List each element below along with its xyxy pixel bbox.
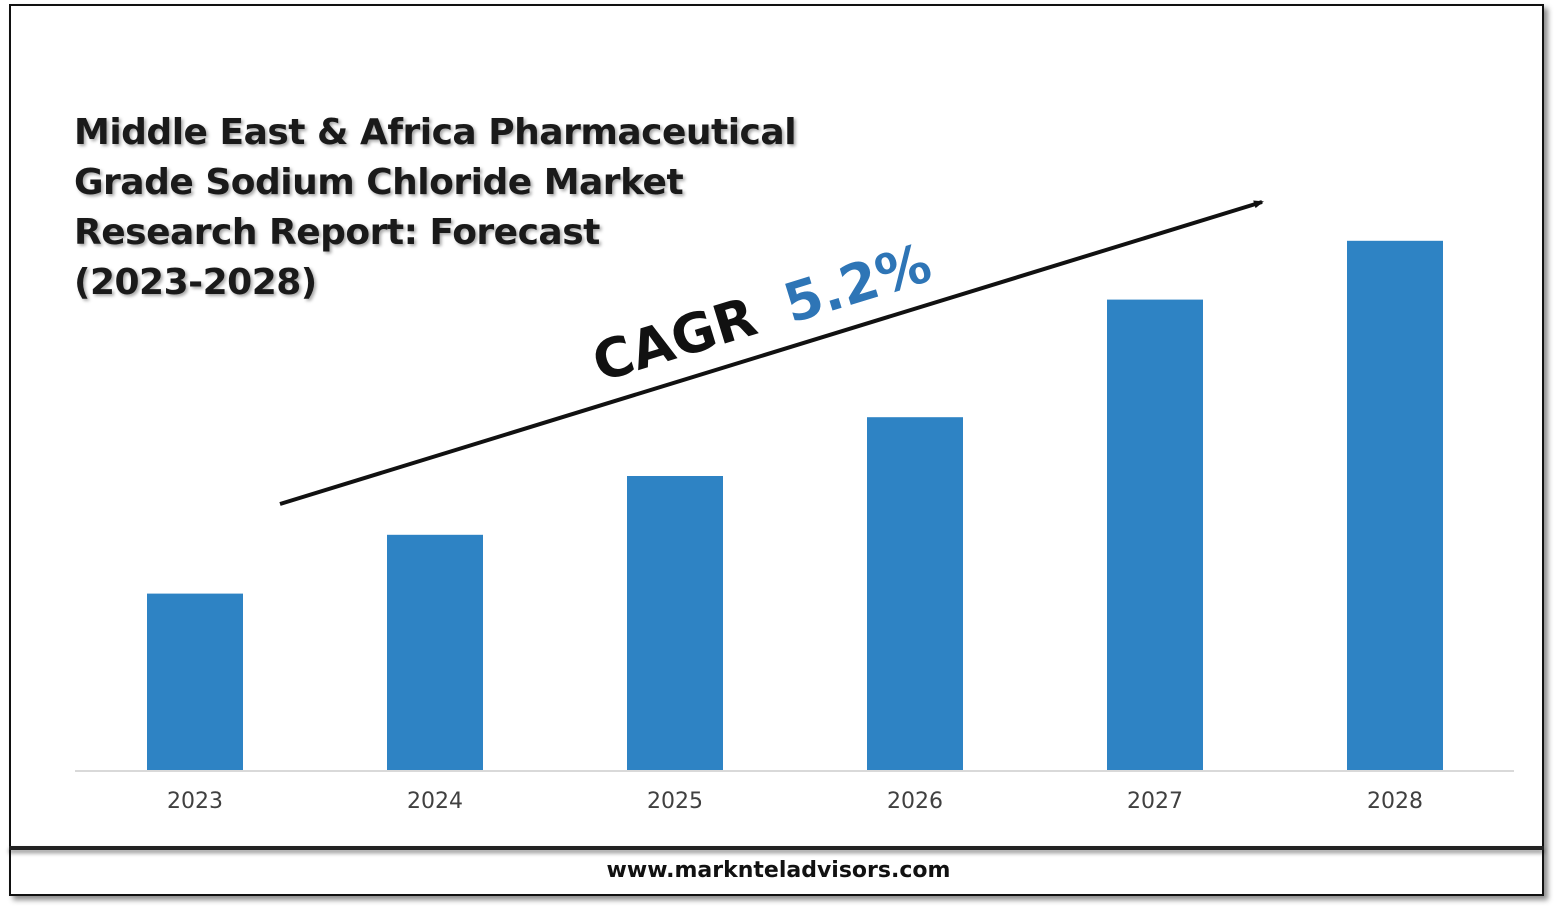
title-line-1: Middle East & Africa Pharmaceutical [74,112,797,153]
x-tick-label-2028: 2028 [1367,789,1423,814]
x-tick-labels: 2023 2024 2025 2026 2027 2028 [167,789,1423,814]
title-line-3: Research Report: Forecast [74,212,600,253]
cagr-annotation: CAGR 5.2% [585,231,938,394]
title-line-2: Grade Sodium Chloride Market [74,162,684,203]
x-tick-label-2027: 2027 [1127,789,1183,814]
footer-url[interactable]: www.marknteladvisors.com [606,858,951,883]
cagr-label: CAGR [585,285,763,394]
cagr-value: 5.2% [777,231,939,335]
cagr-trend-arrow [279,200,1264,506]
chart-title: Middle East & Africa Pharmaceutical Grad… [74,108,834,308]
bar-2028 [1347,240,1443,771]
bars-layer [147,240,1443,771]
x-tick-label-2024: 2024 [407,789,463,814]
x-tick-label-2023: 2023 [167,789,223,814]
title-line-4: (2023-2028) [74,262,317,303]
bar-2026 [867,417,963,770]
bar-2025 [627,476,723,770]
x-tick-label-2025: 2025 [647,789,703,814]
bar-2027 [1107,299,1203,770]
x-tick-label-2026: 2026 [887,789,943,814]
bar-2023 [147,593,243,770]
footer-divider [9,846,1544,850]
chart-frame [9,4,1544,896]
bar-2024 [387,534,483,770]
